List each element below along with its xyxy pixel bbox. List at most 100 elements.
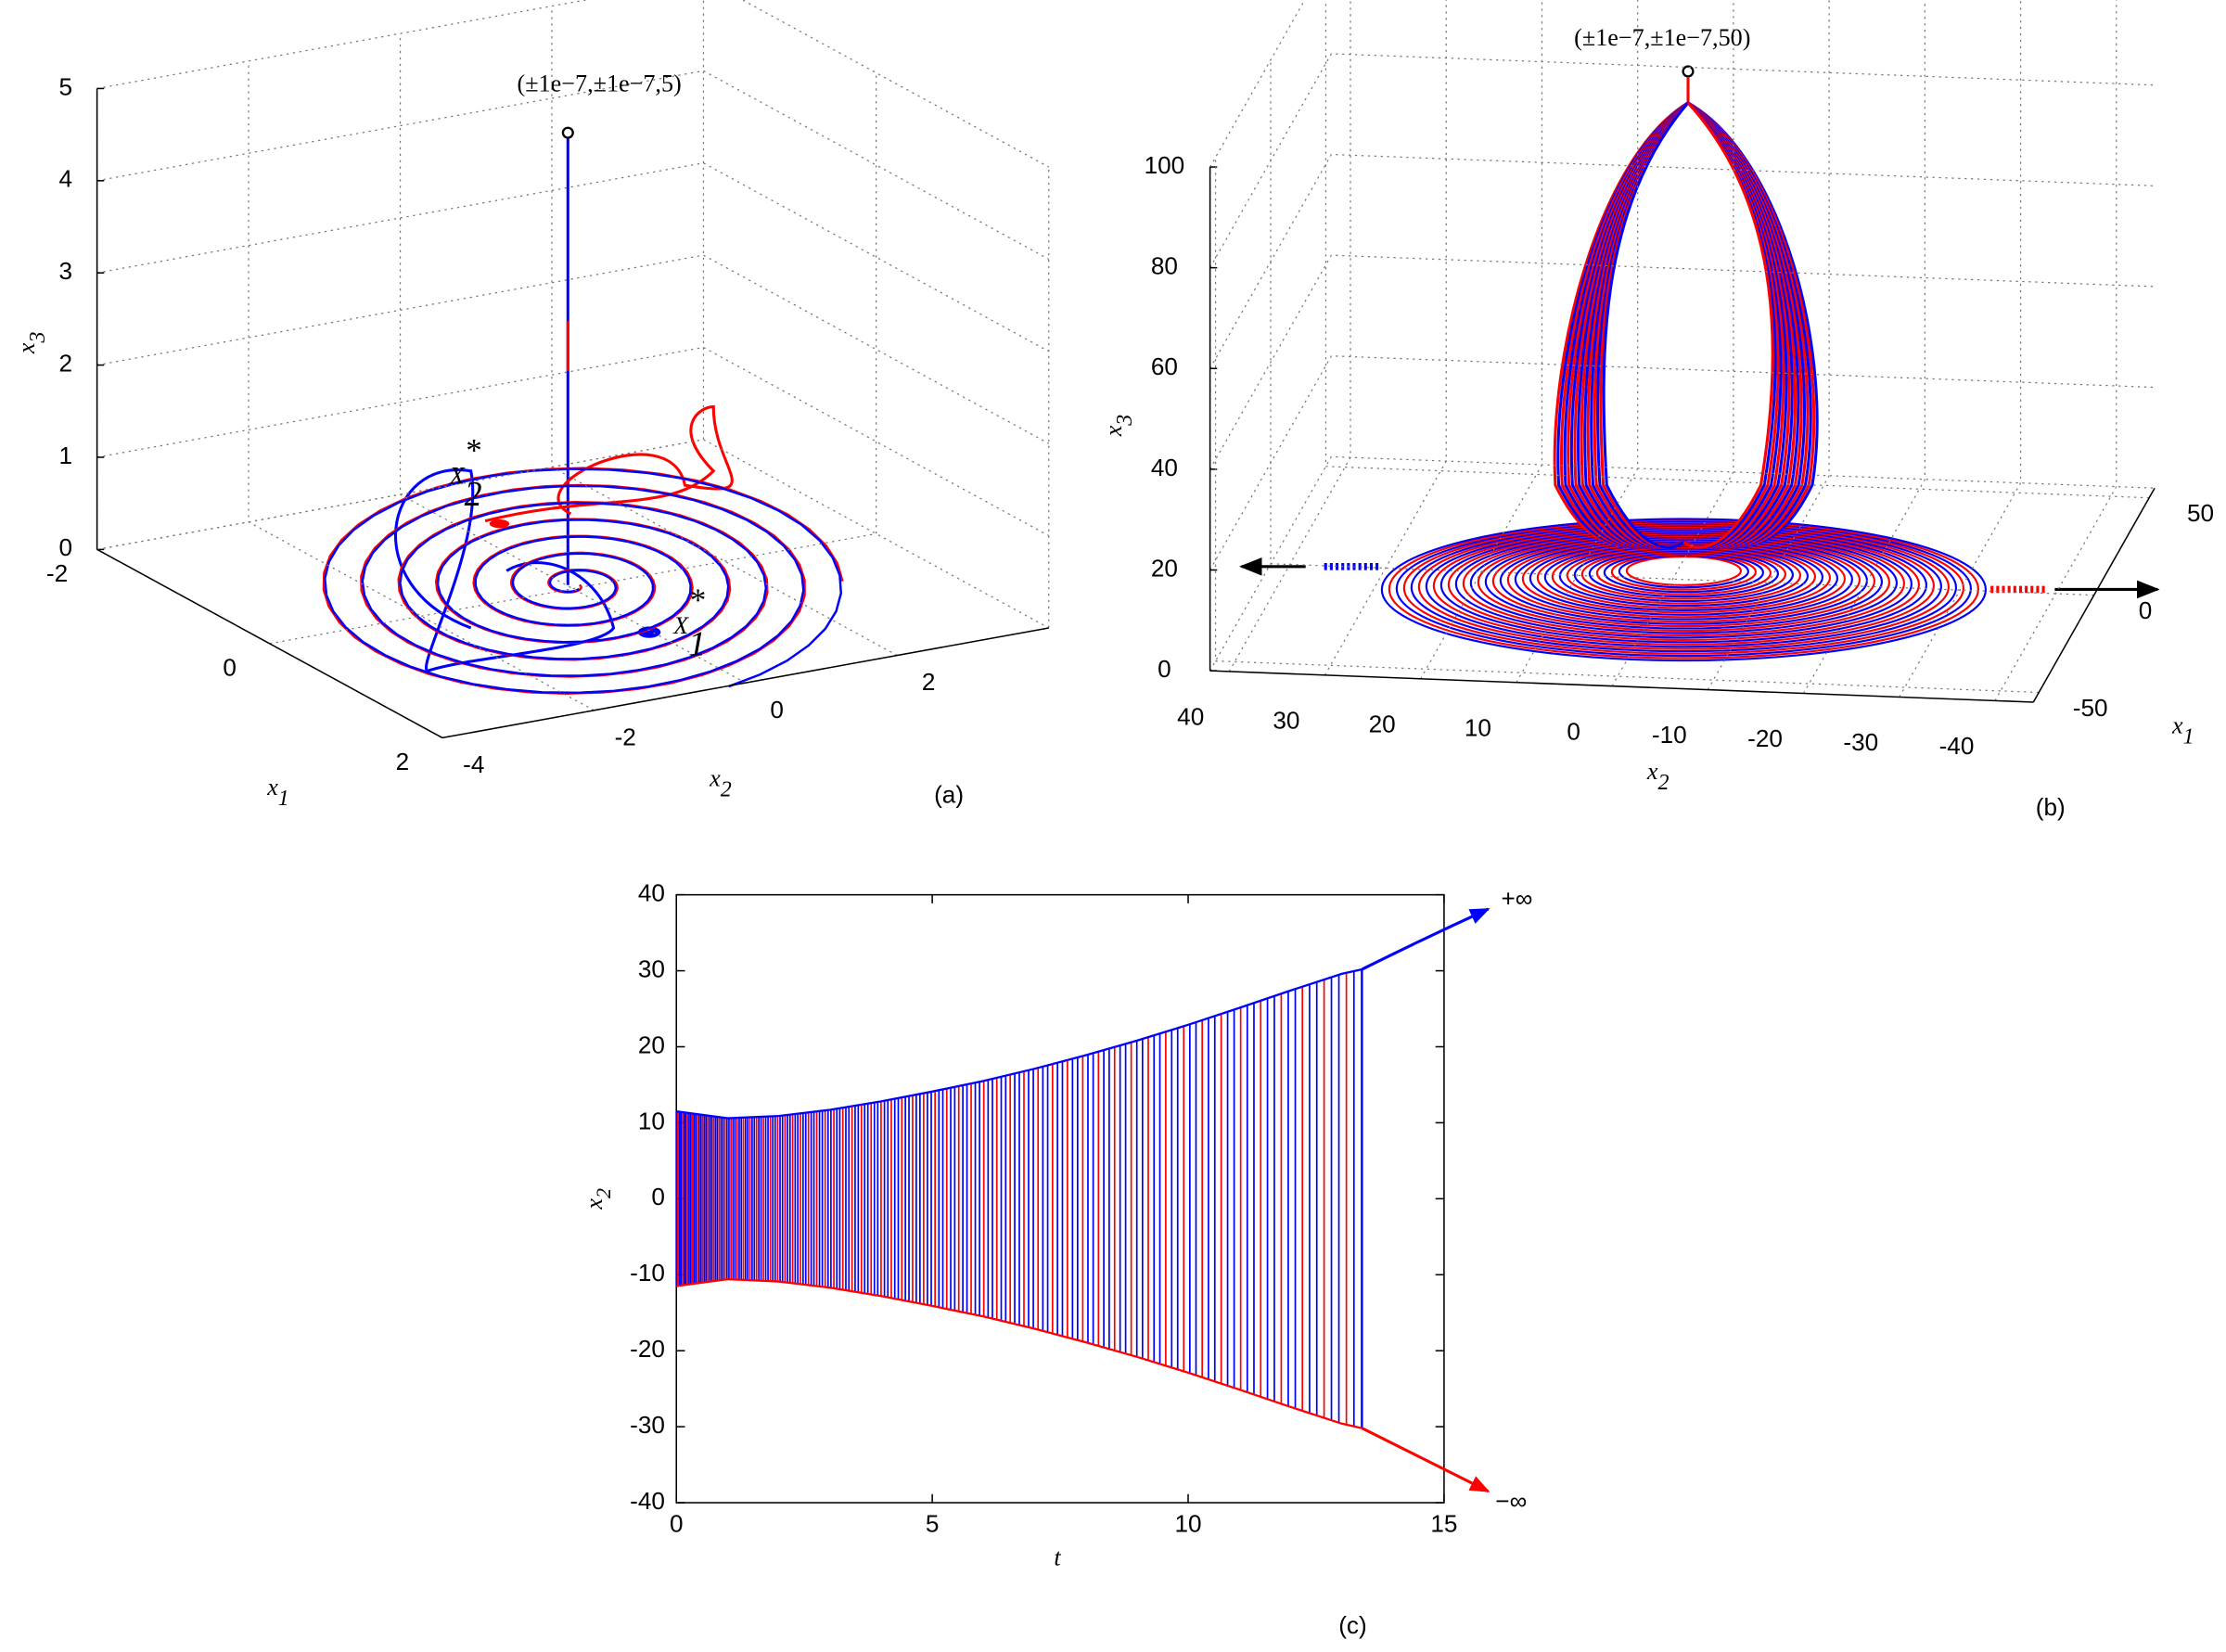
x2-axis-label: x2 [709,765,732,802]
disk-orbit [1439,527,1927,644]
axis-line [2032,487,2156,703]
x2-tick-label: 40 [1177,703,1204,731]
grid-line [96,88,443,738]
annotation: (±1e−7,±1e−7,5) [518,70,682,96]
panel-label: (a) [934,780,964,808]
disk-orbit [1521,539,1846,619]
x1-tick-label: 2 [396,748,410,775]
grid-line [1209,153,2156,369]
x2-tick-label: -2 [615,723,636,750]
disk-orbit [1573,547,1794,603]
disk-orbit [1432,525,1935,646]
grid-line [1209,254,2156,470]
grid-line [96,254,1050,444]
disk-orbit [1477,532,1890,633]
x2-tick-label: 30 [1273,707,1299,735]
x2-tick-label: -30 [1843,728,1878,756]
divergence-arrow [1361,907,1490,971]
disk-orbit [1425,524,1942,648]
x-axis-label: t [1054,1544,1061,1571]
disk-orbit [1410,522,1958,653]
y-tick-label: 40 [638,879,665,907]
x-tick-label: 15 [1430,1510,1457,1538]
annotation: (±1e−7,±1e−7,50) [1574,24,1750,51]
grid-line [399,33,747,684]
y-tick-label: -30 [630,1411,665,1439]
point-label-sub: 2 [465,475,482,514]
y-axis-label-sub: 2 [592,1188,615,1198]
initial-point [1682,65,1695,78]
x-tick-label: 0 [670,1510,684,1538]
trajectory-blue [394,468,616,672]
x2-axis-label-sub: 2 [721,777,732,801]
grid-line [1228,0,1351,672]
x1-axis-label: x1 [266,774,289,811]
z-tick-label: 100 [1145,151,1185,179]
disk-orbit [1491,534,1876,628]
trajectory-a [322,126,844,695]
point-label-base: X [672,612,689,639]
z-tick-label: 20 [1151,554,1178,582]
trajectory-b [1239,65,2160,662]
x3-axis-label-base: x [1100,425,1127,437]
y-axis-label: x2 [581,1188,615,1210]
grid-line [248,60,595,711]
grid-line [1803,0,1925,694]
z-tick-label: 80 [1151,252,1178,280]
y-tick-label: -40 [630,1487,665,1515]
grid-line [1209,53,2156,268]
plot-frame [675,893,1445,1504]
grid-line [1516,0,1639,684]
z-tick-label: 1 [58,442,72,469]
annotation: +∞ [1501,885,1532,913]
x3-axis-label: x3 [1100,415,1137,438]
x1-tick-label: -50 [2073,694,2108,722]
disk-orbit [1506,537,1861,623]
disk-orbit [1551,544,1816,609]
z-tick-label: 0 [1158,655,1171,683]
x1-tick-label: 50 [2187,499,2214,527]
spiral [324,467,843,695]
disk-orbit [1529,540,1839,616]
y-tick-label: 10 [638,1107,665,1134]
x1-tick-label: -2 [46,559,68,587]
x1-axis-label: x1 [2171,712,2194,749]
grid-line [1209,355,2156,570]
trajectory-red [484,404,734,523]
loop [1593,101,1690,549]
axis-line [1209,670,2034,703]
axis-line [96,548,443,739]
z-tick-label: 3 [58,257,72,285]
grid-line [96,346,1050,537]
plot-c: -40 -30 -20 -10 0 10 20 30 40 0 5 10 15 +∞ −∞ t (c) [630,879,1532,1639]
disk-orbit [1610,553,1757,591]
grid-line [1209,455,2156,672]
grid-line [1707,0,1830,690]
z-tick-label: 2 [58,349,72,377]
grid-line [1899,0,2022,698]
axis-line [441,627,1049,739]
x1-axis-label-sub: 1 [278,786,289,810]
x2-axis-label-base: x [1646,758,1658,785]
envelope [676,967,1362,1120]
point-label: X* 1 [672,583,706,663]
panel-label: (c) [1338,1611,1366,1639]
x2-tick-label: 0 [1567,717,1580,745]
y-tick-label: 20 [638,1031,665,1058]
disk-orbit [1595,551,1772,595]
x2-tick-label: 10 [1465,713,1491,741]
grid-line [1324,0,1447,676]
x1-axis-label-base: x [266,774,278,800]
disk-orbit [1462,530,1905,637]
disk-orbit [1618,554,1750,589]
equilibrium [489,519,510,529]
divergence-arrow [1361,1427,1490,1493]
y-tick-label: 30 [638,954,665,982]
disk-orbit [1395,519,1972,658]
loop [1682,101,1774,549]
x2-tick-label: 0 [770,696,784,724]
disk-orbit [1558,544,1809,608]
grid-line [1214,157,2040,694]
y-tick-label: -20 [630,1335,665,1363]
